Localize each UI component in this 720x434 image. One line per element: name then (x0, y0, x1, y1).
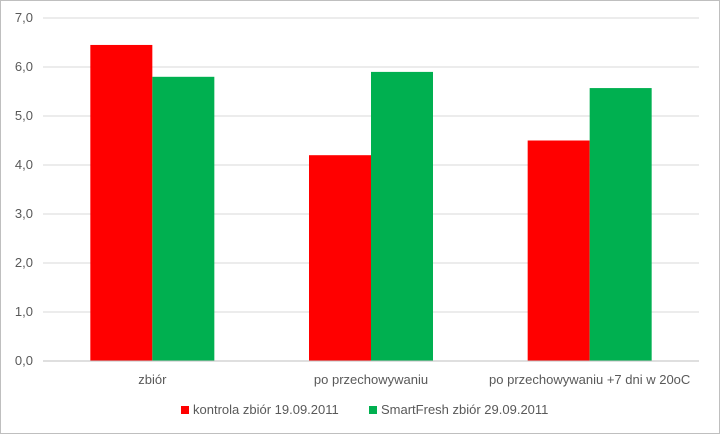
bars (90, 44, 652, 362)
y-tick-label: 6,0 (15, 59, 33, 74)
y-tick-label: 3,0 (15, 206, 33, 221)
y-tick-label: 7,0 (15, 10, 33, 25)
bar-kontrola (309, 155, 371, 361)
legend-item-smartfresh-swatch (369, 406, 377, 414)
axes: 0,0 1,0 2,0 3,0 4,0 5,0 6,0 7,0 zbiór po przechow… (15, 10, 699, 387)
x-category-label: po przechowywaniu +7 dni w 20oC (489, 372, 690, 387)
legend-item-smartfresh-label: SmartFresh zbiór 29.09.2011 (381, 402, 548, 417)
bar-smartfresh (371, 71, 433, 362)
legend: kontrola zbiór 19.09.2011 SmartFresh zbió… (181, 402, 548, 417)
x-category-label: zbiór (138, 372, 167, 387)
bar-smartfresh (152, 76, 215, 362)
legend-item-kontrola-swatch (181, 406, 189, 414)
y-tick-label: 0,0 (15, 353, 33, 368)
y-tick-label: 4,0 (15, 157, 33, 172)
y-tick-label: 2,0 (15, 255, 33, 270)
x-category-label: po przechowywaniu (314, 372, 428, 387)
bar-kontrola (527, 140, 590, 361)
legend-item-kontrola-label: kontrola zbiór 19.09.2011 (193, 402, 339, 417)
bar-kontrola (90, 44, 153, 361)
y-tick-label: 5,0 (15, 108, 33, 123)
bar-smartfresh (589, 88, 652, 361)
y-tick-label: 1,0 (15, 304, 33, 319)
